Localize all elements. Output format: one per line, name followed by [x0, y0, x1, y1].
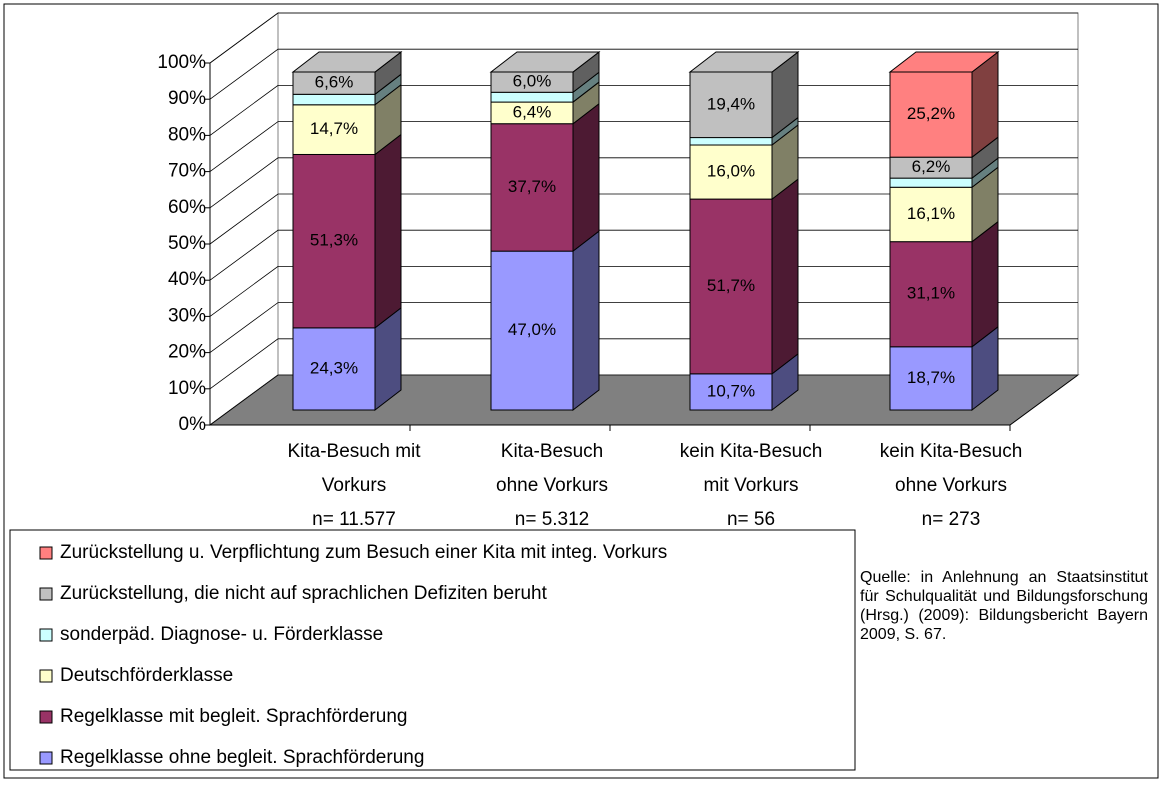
grid-line — [209, 302, 1078, 353]
y-tick-label: 80% — [168, 124, 206, 145]
bar-segment — [889, 346, 973, 411]
data-label: 10,7% — [707, 381, 755, 400]
legend-box — [9, 529, 856, 771]
grid-line — [209, 265, 1078, 317]
grid-line — [209, 374, 1078, 426]
bar-top — [688, 51, 800, 73]
frame — [3, 3, 1159, 779]
x-tick-label: kein Kita-Besuch ohne Vorkurs n= 273 — [880, 441, 1023, 530]
grid-line — [209, 229, 1078, 281]
x-tick-label-line: Kita-Besuch — [501, 441, 603, 462]
y-tick-label: 90% — [168, 88, 206, 109]
legend-label: Regelklasse ohne begleit. Sprachförderun… — [60, 747, 424, 768]
data-label: 6,2% — [912, 157, 951, 176]
bar-side — [771, 178, 799, 375]
bar-side — [572, 102, 600, 253]
y-tick-label: 20% — [168, 342, 206, 363]
bar-top — [888, 51, 1000, 73]
legend-swatch — [39, 751, 53, 765]
y-tick-label: 50% — [168, 233, 206, 254]
data-label: 19,4% — [707, 94, 755, 113]
legend-label: Zurückstellung, die nicht auf sprachlich… — [60, 583, 548, 604]
data-label: 16,0% — [707, 162, 755, 181]
y-tick-label: 0% — [179, 414, 207, 435]
grid-line — [209, 85, 1078, 136]
bar-top — [489, 51, 601, 73]
grid-line — [209, 121, 1078, 172]
x-tick-label-line: n= 56 — [727, 509, 775, 530]
bar-segment — [689, 198, 773, 375]
legend-swatch — [39, 587, 53, 601]
bar-side — [971, 220, 999, 348]
x-tick-label-line: Vorkurs — [322, 475, 386, 496]
legend-swatch — [39, 546, 53, 560]
legend-label: sonderpäd. Diagnose- u. Förderklasse — [60, 624, 383, 645]
bar-top — [291, 51, 403, 73]
bar-segment — [490, 250, 574, 411]
data-label: 31,1% — [907, 284, 955, 303]
bar-segment — [889, 177, 973, 188]
bar-segment — [689, 144, 773, 200]
bar-segment — [292, 153, 376, 329]
grid-line — [209, 338, 1078, 390]
legend-swatch — [39, 628, 53, 642]
bar-side — [374, 133, 402, 329]
legend-label: Regelklasse mit begleit. Sprachförderung — [60, 706, 407, 727]
bar-segment — [292, 93, 376, 106]
x-tick-label-line: kein Kita-Besuch — [680, 441, 823, 462]
bar-segment — [889, 71, 973, 158]
data-label: 51,7% — [707, 276, 755, 295]
x-tick-label-line: n= 5.312 — [515, 509, 590, 530]
data-label: 16,1% — [907, 204, 955, 223]
data-label: 47,0% — [508, 320, 556, 339]
grid-line — [209, 48, 1078, 100]
bar-segment — [490, 91, 574, 103]
x-tick-label-line: ohne Vorkurs — [895, 475, 1007, 496]
data-label: 25,2% — [907, 104, 955, 123]
legend-label: Deutschförderklasse — [60, 665, 233, 686]
legend-swatch — [39, 669, 53, 683]
data-label: 24,3% — [310, 358, 358, 377]
legend-label: Zurückstellung u. Verpflichtung zum Besu… — [60, 542, 667, 563]
x-tick-label-line: n= 273 — [922, 509, 981, 530]
data-label: 37,7% — [508, 177, 556, 196]
y-tick-label: 10% — [168, 378, 206, 399]
x-tick-label-line: kein Kita-Besuch — [880, 441, 1023, 462]
y-tick-label: 30% — [168, 305, 206, 326]
data-label: 6,0% — [513, 72, 552, 91]
x-tick-label-line: Kita-Besuch mit — [287, 441, 421, 462]
x-tick-label: Kita-Besuch ohne Vorkurs n= 5.312 — [496, 441, 608, 530]
legend-swatch — [39, 710, 53, 724]
y-tick-label: 60% — [168, 197, 206, 218]
x-tick-label-line: ohne Vorkurs — [496, 475, 608, 496]
y-tick-label: 100% — [157, 52, 206, 73]
bar-side — [572, 230, 600, 412]
x-tick-label-line: mit Vorkurs — [703, 475, 798, 496]
data-label: 6,4% — [513, 102, 552, 121]
data-label: 51,3% — [310, 231, 358, 250]
data-label: 6,6% — [315, 73, 354, 92]
y-tick-label: 70% — [168, 161, 206, 182]
data-label: 18,7% — [907, 368, 955, 387]
source-note: Quelle: in Anlehnung an Staatsinstitut f… — [860, 569, 1148, 643]
data-label: 14,7% — [310, 119, 358, 138]
bar-segment — [689, 137, 773, 146]
x-tick-label-line: n= 11.577 — [312, 509, 396, 530]
grid-line — [209, 157, 1078, 209]
x-tick-label: Kita-Besuch mit Vorkurs n= 11.577 — [287, 441, 421, 530]
grid-line — [209, 193, 1078, 245]
y-tick-label: 40% — [168, 269, 206, 290]
x-tick-label: kein Kita-Besuch mit Vorkurs n= 56 — [680, 441, 823, 530]
bar-segment — [889, 241, 973, 348]
grid-line — [209, 12, 1078, 64]
